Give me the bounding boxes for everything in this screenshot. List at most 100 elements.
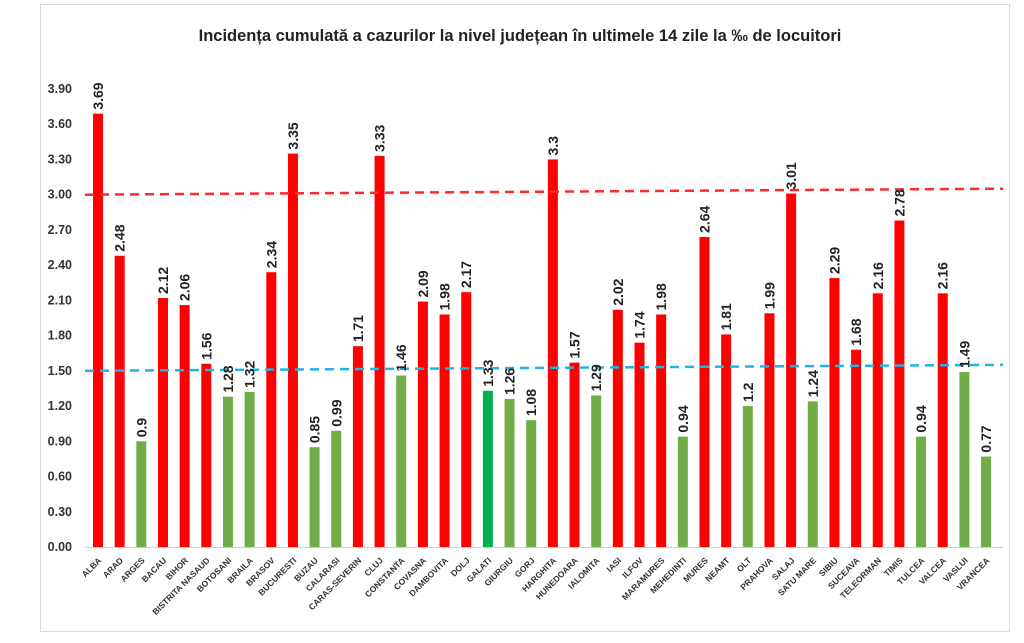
data-label: 3.3 [545, 136, 561, 156]
chart-frame [40, 4, 1010, 632]
data-label: 1.08 [523, 389, 539, 416]
bar-vaslui [959, 372, 970, 547]
data-label: 2.06 [177, 274, 193, 301]
data-label: 1.68 [848, 318, 864, 345]
category-label: ALBA [80, 555, 104, 579]
data-label: 0.85 [307, 416, 323, 443]
y-tick-label: 0.60 [48, 470, 72, 484]
data-label: 1.99 [761, 282, 777, 309]
data-label: 2.02 [610, 278, 626, 305]
bar-bucuresti [287, 153, 298, 548]
data-label: 1.71 [350, 315, 366, 342]
bar-brasov [266, 272, 277, 547]
bar-calarasi [331, 430, 342, 547]
bar-neamt [721, 334, 732, 547]
bar-caras-severin [352, 346, 363, 547]
bar-buzau [309, 447, 320, 547]
y-tick-label: 3.00 [48, 188, 72, 202]
data-label: 2.48 [112, 224, 128, 251]
bar-arad [114, 255, 125, 547]
y-tick-label: 2.10 [48, 293, 72, 307]
bar-constanta [396, 375, 407, 547]
data-label: 1.74 [632, 311, 648, 338]
y-tick-label: 0.00 [48, 540, 72, 554]
bar-botosani [222, 396, 233, 547]
bar-prahova [764, 313, 775, 547]
bar-sibiu [829, 278, 840, 547]
chart-title: Incidența cumulată a cazurilor la nivel … [199, 27, 842, 45]
data-label: 2.34 [263, 241, 279, 268]
data-label: 3.35 [285, 122, 301, 149]
data-label: 2.64 [696, 206, 712, 233]
data-label: 2.78 [891, 189, 907, 216]
bar-galati [482, 390, 493, 547]
data-label: 0.9 [133, 418, 149, 438]
data-label: 1.98 [653, 283, 669, 310]
bar-vrancea [981, 456, 992, 547]
y-tick-label: 0.90 [48, 434, 72, 448]
data-label: 2.16 [935, 262, 951, 289]
data-label: 2.09 [415, 270, 431, 297]
data-label: 2.17 [458, 261, 474, 288]
bar-tulcea [916, 436, 927, 547]
data-label: 0.94 [913, 405, 929, 432]
data-label: 3.01 [783, 162, 799, 189]
bar-satu-mare [807, 401, 818, 547]
y-tick-label: 1.50 [48, 364, 72, 378]
bar-mehedinti [677, 436, 688, 547]
bar-iasi [612, 309, 623, 547]
category-label: NEAMT [703, 555, 732, 584]
data-label: 3.33 [372, 124, 388, 151]
bar-hunedoara [569, 362, 580, 547]
data-label: 1.98 [437, 283, 453, 310]
data-label: 1.32 [242, 361, 258, 388]
threshold-line [84, 363, 1004, 373]
bar-olt [742, 406, 753, 547]
data-label: 1.81 [718, 303, 734, 330]
bar-arges [136, 441, 147, 547]
bar-alba [93, 113, 103, 548]
y-tick-label: 3.60 [48, 117, 72, 131]
bar-ialomita [591, 395, 602, 547]
bar-dolj [461, 292, 472, 547]
y-tick-label: 2.40 [48, 258, 72, 272]
data-label: 2.29 [826, 247, 842, 274]
data-label: 1.56 [198, 332, 214, 359]
bar-gorj [526, 420, 537, 547]
bar-bacau [157, 298, 168, 547]
data-label: 1.33 [480, 359, 496, 386]
data-label: 0.77 [978, 425, 994, 452]
bar-suceava [851, 349, 862, 547]
bar-valcea [937, 293, 948, 547]
data-label: 1.49 [956, 341, 972, 368]
bar-bistrita-nasaud [201, 363, 212, 547]
bar-maramures [656, 314, 667, 547]
bar-cluj [374, 155, 385, 547]
data-label: 0.94 [675, 405, 691, 432]
y-tick-label: 1.20 [48, 399, 72, 413]
bar-bihor [179, 305, 190, 547]
data-label: 1.26 [502, 368, 518, 395]
y-tick-label: 3.90 [48, 82, 72, 96]
bar-ilfov [634, 342, 645, 547]
data-label: 1.46 [393, 344, 409, 371]
bar-teleorman [872, 293, 883, 547]
bar-mures [699, 236, 710, 547]
bar-harghita [547, 159, 558, 547]
bar-giurgiu [504, 399, 515, 547]
y-tick-label: 3.30 [48, 152, 72, 166]
data-label: 1.2 [740, 382, 756, 402]
data-label: 1.28 [220, 365, 236, 392]
bar-braila [244, 391, 255, 547]
data-label: 2.12 [155, 267, 171, 294]
category-label: IASI [604, 555, 623, 574]
bar-salaj [786, 193, 797, 547]
bar-covasna [417, 301, 428, 547]
data-label: 1.57 [567, 331, 583, 358]
bar-dambovita [439, 314, 450, 547]
y-tick-label: 0.30 [48, 505, 72, 519]
threshold-line [84, 187, 1004, 196]
data-label: 2.16 [870, 262, 886, 289]
data-label: 1.29 [588, 364, 604, 391]
